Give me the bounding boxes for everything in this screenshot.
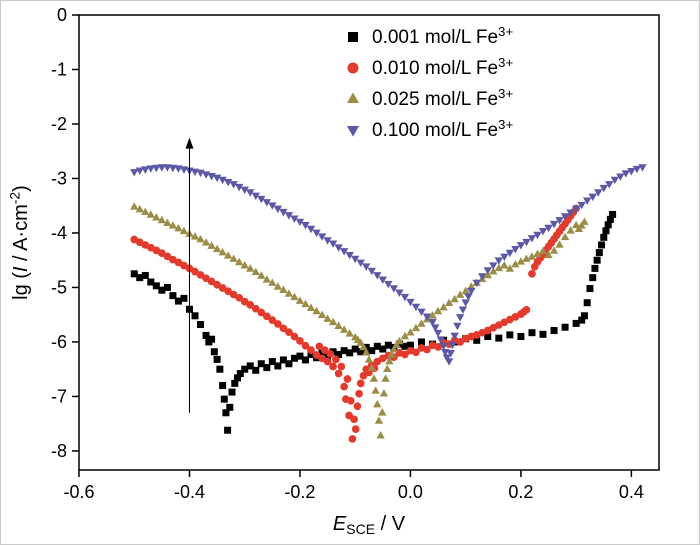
svg-text:-5: -5: [51, 277, 67, 297]
svg-text:0.4: 0.4: [619, 482, 644, 502]
svg-text:0.100 mol/L Fe3+: 0.100 mol/L Fe3+: [372, 117, 513, 141]
legend-item-3: 0.100 mol/L Fe3+: [347, 117, 513, 141]
svg-text:-4: -4: [51, 223, 67, 243]
svg-text:-0.2: -0.2: [284, 482, 315, 502]
svg-text:-8: -8: [51, 441, 67, 461]
x-axis-ticks: -0.6 -0.4 -0.2 0.0 0.2 0.4: [63, 470, 644, 502]
svg-text:0: 0: [57, 5, 67, 25]
svg-text:-0.6: -0.6: [63, 482, 94, 502]
svg-text:-1: -1: [51, 59, 67, 79]
svg-text:-7: -7: [51, 386, 67, 406]
x-axis-label: ESCE / V: [333, 513, 406, 537]
svg-text:0.001 mol/L Fe3+: 0.001 mol/L Fe3+: [372, 24, 513, 48]
legend-item-1: 0.010 mol/L Fe3+: [347, 55, 513, 79]
svg-text:0.010 mol/L Fe3+: 0.010 mol/L Fe3+: [372, 55, 513, 79]
series-0-025-mol-l-fe3-: [130, 202, 589, 439]
legend: 0.001 mol/L Fe3+ 0.010 mol/L Fe3+ 0.025 mo…: [347, 24, 513, 141]
svg-text:0.025 mol/L Fe3+: 0.025 mol/L Fe3+: [372, 86, 513, 110]
y-axis-label: lg (I / A·cm-2): [6, 185, 32, 300]
svg-text:-3: -3: [51, 168, 67, 188]
svg-text:-2: -2: [51, 114, 67, 134]
svg-text:0.2: 0.2: [508, 482, 533, 502]
axes: -0.6 -0.4 -0.2 0.0 0.2 0.4 0 -1 -2 -3 -4 -5 -6 -7 -8 ES…: [6, 5, 660, 537]
legend-item-0: 0.001 mol/L Fe3+: [348, 24, 513, 48]
svg-text:0.0: 0.0: [398, 482, 423, 502]
series-0-100-mol-l-fe3-: [130, 164, 647, 366]
svg-text:-0.4: -0.4: [174, 482, 205, 502]
y-axis-ticks: 0 -1 -2 -3 -4 -5 -6 -7 -8: [51, 5, 79, 461]
svg-text:-6: -6: [51, 332, 67, 352]
legend-item-2: 0.025 mol/L Fe3+: [347, 86, 513, 110]
concentration-arrow: [185, 137, 194, 413]
